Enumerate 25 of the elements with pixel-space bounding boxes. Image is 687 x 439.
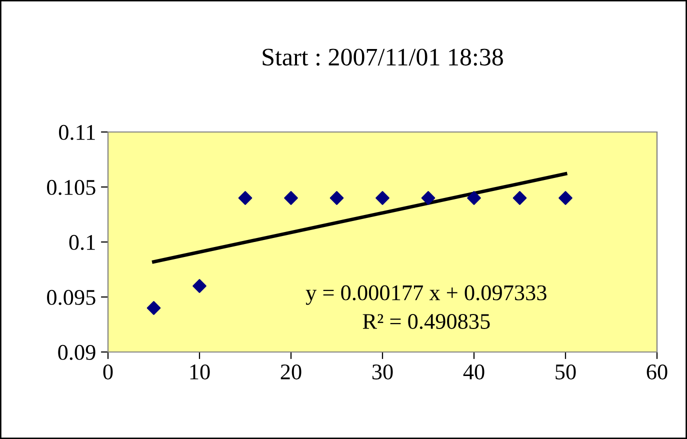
point — [558, 191, 572, 205]
x-tick-label: 20 — [280, 364, 302, 380]
point — [421, 191, 436, 205]
x-tick-label: 60 — [646, 364, 668, 380]
y-tick-label: 0.095 — [47, 290, 96, 306]
point — [376, 191, 390, 205]
x-tick-label: 40 — [463, 364, 484, 380]
point — [192, 279, 206, 293]
point — [146, 301, 161, 315]
chart-title: Start : 2007/11/01 18:38 — [262, 48, 503, 66]
x-tick-label: 30 — [372, 364, 393, 380]
x-tick-label: 50 — [556, 364, 576, 380]
point — [284, 191, 298, 205]
point — [330, 191, 344, 205]
y-tick-label: 0.09 — [58, 344, 96, 360]
y-tick-label: 0.1 — [69, 234, 95, 250]
y-tick-label: 0.105 — [47, 180, 96, 196]
point — [238, 191, 252, 205]
annotation: y = 0.000177 x + 0.097333 — [306, 285, 546, 305]
x-tick-label: 0 — [103, 364, 113, 380]
annotation: R² = 0.490835 — [362, 314, 490, 330]
x-tick-label: 10 — [190, 364, 210, 380]
point — [512, 191, 527, 205]
y-tick-label: 0.11 — [58, 124, 95, 140]
point — [467, 191, 481, 205]
